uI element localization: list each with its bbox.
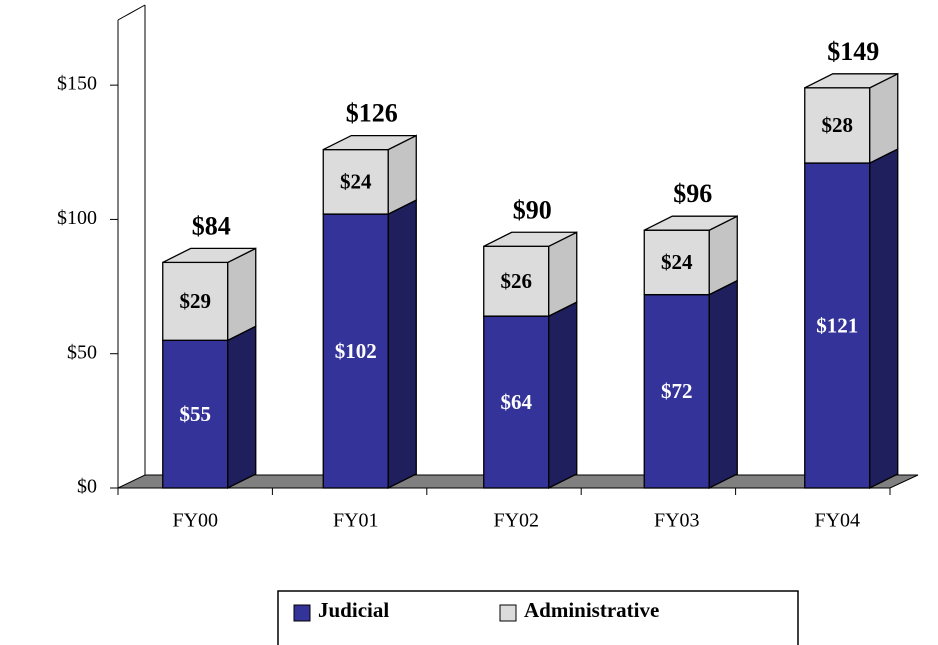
value-label: $29 — [180, 289, 212, 313]
bar-side — [227, 247, 257, 342]
x-tick-label: FY00 — [172, 510, 218, 532]
x-tick-label: FY01 — [333, 510, 379, 532]
bar-side — [387, 199, 417, 490]
bar-front — [162, 339, 229, 489]
bar-front — [322, 148, 389, 215]
total-label: $149 — [827, 37, 879, 66]
bar-top — [322, 134, 417, 151]
bar-front — [643, 293, 710, 489]
total-label: $90 — [513, 195, 552, 224]
bar-front — [483, 315, 550, 489]
value-label: $24 — [661, 250, 693, 274]
y-tick-label: $50 — [67, 341, 97, 363]
value-label: $28 — [822, 113, 854, 137]
value-label: $26 — [501, 269, 533, 293]
legend-swatch — [499, 604, 517, 622]
y-tick-label: $0 — [77, 476, 97, 498]
value-label: $64 — [501, 390, 533, 414]
legend-label: Judicial — [318, 598, 389, 622]
total-label: $96 — [673, 179, 712, 208]
bar-top — [162, 247, 257, 264]
bar-side — [227, 325, 257, 490]
y-tick-label: $150 — [57, 73, 97, 95]
value-label: $24 — [340, 170, 372, 194]
x-tick-label: FY02 — [493, 510, 539, 532]
x-tick-label: FY03 — [654, 510, 700, 532]
bar-side — [869, 147, 899, 490]
bar-top — [643, 215, 738, 231]
bar-side — [708, 279, 738, 490]
value-label: $102 — [335, 339, 377, 363]
value-label: $121 — [816, 313, 858, 337]
wall-top-edge — [117, 4, 146, 21]
total-label: $126 — [346, 99, 398, 128]
value-label: $72 — [661, 379, 693, 403]
y-tick-label: $100 — [57, 207, 97, 229]
legend-swatch — [293, 604, 311, 622]
value-label: $55 — [180, 402, 212, 426]
bar-side — [548, 301, 578, 490]
bar-top — [483, 231, 578, 247]
bar-front — [162, 261, 229, 341]
bar-side — [869, 72, 899, 165]
legend-box — [277, 590, 799, 645]
x-tick-label: FY04 — [814, 510, 860, 532]
total-label: $84 — [192, 211, 231, 240]
bar-front — [804, 162, 871, 489]
legend-label: Administrative — [524, 598, 659, 622]
bar-top — [804, 73, 899, 89]
